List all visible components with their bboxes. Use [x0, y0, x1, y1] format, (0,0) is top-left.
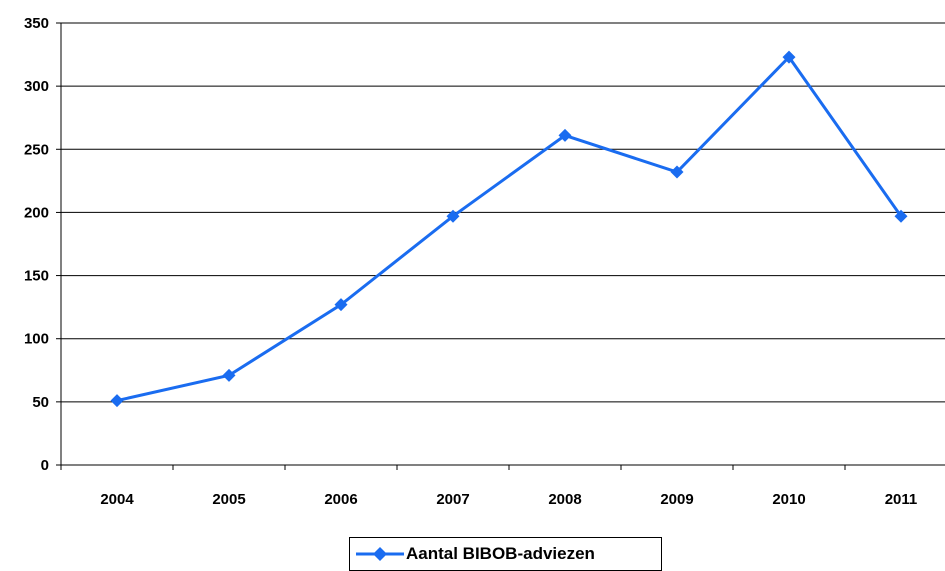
data-point: [334, 298, 348, 312]
x-tick-labels: 2004 2005 2006 2007 2008 2009 2010 2011: [100, 491, 917, 508]
data-point: [222, 368, 236, 382]
x-tick-label: 2009: [660, 491, 693, 508]
x-tick-label: 2008: [548, 491, 581, 508]
legend: Aantal BIBOB-adviezen: [349, 537, 662, 571]
series-line: [116, 54, 903, 403]
gridlines: [61, 22, 945, 403]
data-point: [894, 209, 908, 223]
data-point: [110, 394, 124, 408]
y-tick-label: 250: [24, 141, 49, 158]
y-tick-label: 0: [41, 457, 49, 474]
legend-marker-icon: [356, 547, 404, 561]
y-tick-label: 100: [24, 331, 49, 348]
y-tick-label: 300: [24, 78, 49, 95]
legend-label: Aantal BIBOB-adviezen: [406, 544, 595, 563]
axes: [56, 22, 945, 470]
y-tick-label: 50: [32, 394, 49, 411]
x-tick-label: 2011: [885, 491, 918, 508]
series-group: [110, 50, 908, 408]
y-tick-label: 350: [24, 15, 49, 32]
x-tick-label: 2004: [100, 491, 134, 508]
data-point: [446, 209, 460, 223]
x-tick-label: 2010: [772, 491, 805, 508]
x-tick-label: 2006: [324, 491, 357, 508]
x-tick-label: 2007: [436, 491, 469, 508]
data-point: [670, 165, 684, 179]
x-tick-label: 2005: [212, 491, 245, 508]
data-point: [558, 128, 572, 142]
data-point: [782, 50, 796, 64]
y-tick-label: 200: [24, 204, 49, 221]
y-tick-labels: 0 50 100 150 200 250 300 350: [24, 15, 49, 474]
y-tick-label: 150: [24, 268, 49, 285]
